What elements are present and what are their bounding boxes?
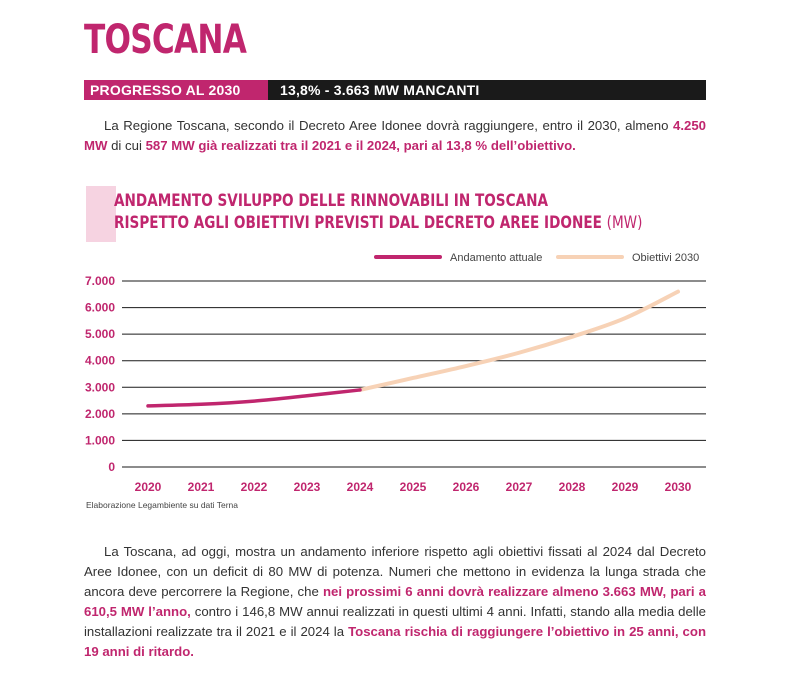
y-tick-label: 4.000 xyxy=(85,354,115,368)
y-tick-label: 5.000 xyxy=(85,327,115,341)
body-highlight-2: Toscana rischia di raggiungere l’obietti… xyxy=(84,624,706,659)
series-line-actual xyxy=(146,388,362,408)
legend-swatch-actual xyxy=(374,255,442,260)
progress-value: 13,8% - 3.663 MW MANCANTI xyxy=(280,82,480,98)
x-tick-label: 2023 xyxy=(294,480,321,494)
x-tick-label: 2024 xyxy=(347,480,374,494)
x-tick-label: 2027 xyxy=(506,480,533,494)
chart-source: Elaborazione Legambiente su dati Terna xyxy=(86,500,239,510)
intro-text-1: La Regione Toscana, secondo il Decreto A… xyxy=(104,118,673,133)
series-line-target xyxy=(358,289,680,392)
x-tick-label: 2020 xyxy=(135,480,162,494)
body-text-1: La Toscana, ad oggi, mostra un andamento… xyxy=(84,544,706,599)
intro-text-2: di cui xyxy=(107,138,146,153)
x-tick-label: 2025 xyxy=(400,480,427,494)
legend-item-target: Obiettivi 2030 xyxy=(556,250,699,266)
body-paragraph: La Toscana, ad oggi, mostra un andamento… xyxy=(84,542,706,662)
y-tick-label: 2.000 xyxy=(85,407,115,421)
chart-title-line-2: RISPETTO AGLI OBIETTIVI PREVISTI DAL DEC… xyxy=(114,213,602,233)
x-tick-label: 2029 xyxy=(612,480,639,494)
legend-label-actual: Andamento attuale xyxy=(450,252,543,264)
intro-highlight-1: 4.250 MW xyxy=(84,118,706,153)
intro-highlight-2: 587 MW già realizzati tra il 2021 e il 2… xyxy=(145,138,576,153)
y-tick-label: 7.000 xyxy=(85,274,115,288)
x-tick-label: 2028 xyxy=(559,480,586,494)
y-tick-label: 0 xyxy=(108,460,115,474)
chart-title: ANDAMENTO SVILUPPO DELLE RINNOVABILI IN … xyxy=(114,190,642,234)
y-tick-label: 1.000 xyxy=(85,433,115,447)
page-title: TOSCANA xyxy=(84,17,247,63)
progress-label: PROGRESSO AL 2030 xyxy=(84,80,268,100)
x-tick-label: 2022 xyxy=(241,480,268,494)
legend-swatch-target xyxy=(556,255,624,260)
legend-label-target: Obiettivi 2030 xyxy=(632,252,700,264)
progress-banner: PROGRESSO AL 2030 13,8% - 3.663 MW MANCA… xyxy=(84,80,706,100)
body-highlight-1: nei prossimi 6 anni dovrà realizzare alm… xyxy=(84,584,706,619)
x-tick-label: 2030 xyxy=(665,480,692,494)
x-tick-label: 2026 xyxy=(453,480,480,494)
legend-item-actual: Andamento attuale xyxy=(374,250,542,266)
chart-title-accent xyxy=(86,186,116,242)
y-tick-label: 3.000 xyxy=(85,380,115,394)
body-text-2: contro i 146,8 MW annui realizzati in qu… xyxy=(84,604,706,639)
x-tick-label: 2021 xyxy=(188,480,215,494)
intro-paragraph: La Regione Toscana, secondo il Decreto A… xyxy=(84,116,706,156)
chart-title-line-1: ANDAMENTO SVILUPPO DELLE RINNOVABILI IN … xyxy=(114,191,549,211)
y-tick-label: 6.000 xyxy=(85,301,115,315)
chart-title-unit: (MW) xyxy=(606,213,643,233)
